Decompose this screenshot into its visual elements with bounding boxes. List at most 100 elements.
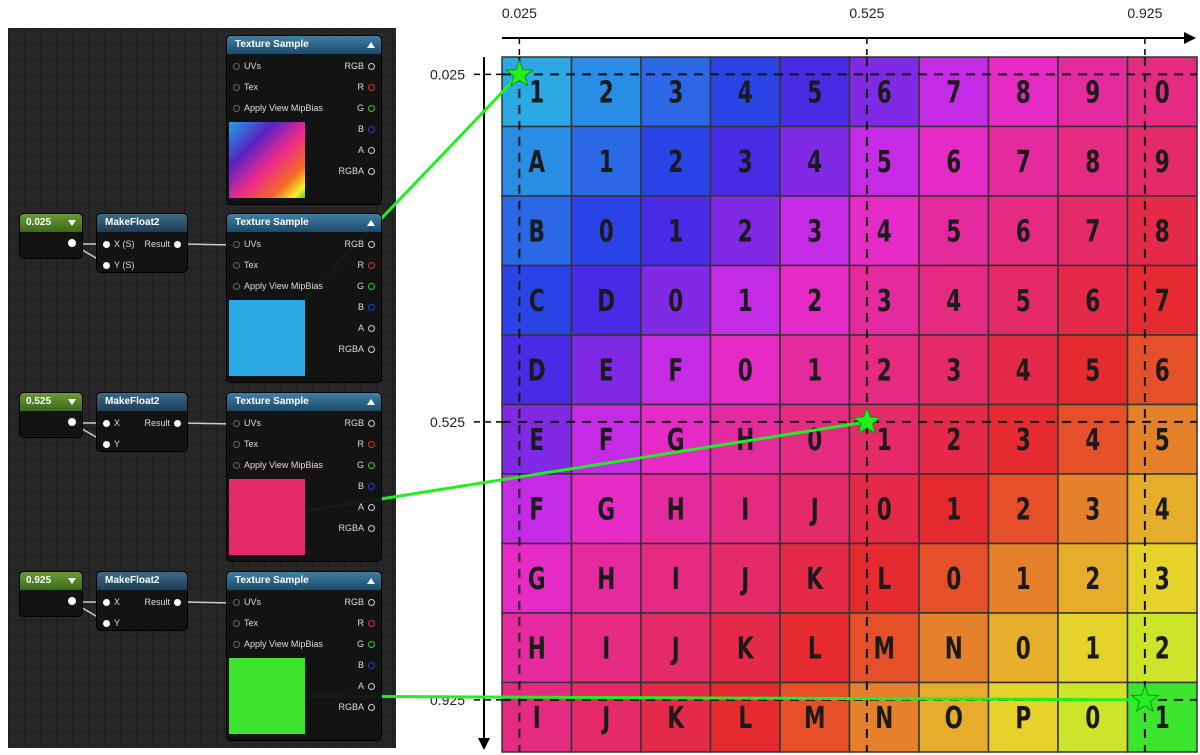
texture-sample-node[interactable]: Texture Sample UVs Tex Apply View MipBias RG…: [227, 36, 381, 204]
output-pin[interactable]: A: [358, 322, 379, 334]
input-pin[interactable]: UVs: [229, 60, 261, 72]
output-pin[interactable]: A: [358, 144, 379, 156]
output-pin[interactable]: G: [357, 638, 379, 650]
output-pin[interactable]: RGB: [344, 596, 379, 608]
pin-dot[interactable]: [174, 241, 181, 249]
output-pin[interactable]: RGBA: [338, 522, 379, 534]
pin-dot[interactable]: [368, 662, 375, 670]
collapse-arrow[interactable]: [367, 578, 375, 584]
collapse-arrow[interactable]: [367, 42, 375, 48]
pin-dot[interactable]: [233, 63, 240, 71]
input-pin[interactable]: X (S): [99, 238, 135, 250]
pin-dot[interactable]: [368, 525, 375, 533]
pin-dot[interactable]: [368, 105, 375, 113]
pin-dot[interactable]: [233, 283, 240, 291]
input-pin[interactable]: Tex: [229, 617, 258, 629]
input-pin[interactable]: Apply View MipBias: [229, 459, 323, 471]
pin-dot[interactable]: [174, 599, 181, 607]
output-pin[interactable]: G: [357, 102, 379, 114]
pin-dot[interactable]: [368, 262, 375, 270]
dropdown-arrow[interactable]: [68, 399, 76, 405]
output-pin[interactable]: R: [358, 438, 380, 450]
input-pin[interactable]: UVs: [229, 238, 261, 250]
pin-dot[interactable]: [368, 241, 375, 249]
input-pin[interactable]: Y: [99, 617, 120, 629]
input-pin[interactable]: Apply View MipBias: [229, 280, 323, 292]
output-pin[interactable]: A: [358, 680, 379, 692]
input-pin[interactable]: Y (S): [99, 259, 134, 271]
output-pin[interactable]: Result: [144, 238, 185, 250]
output-pin[interactable]: RGB: [344, 238, 379, 250]
constant-node[interactable]: 0.525: [20, 393, 82, 437]
output-pin[interactable]: Result: [144, 596, 185, 608]
pin-dot[interactable]: [368, 126, 375, 134]
pin-dot[interactable]: [233, 599, 240, 607]
texture-sample-node[interactable]: Texture Sample UVs Tex Apply View MipBias RG…: [227, 393, 381, 561]
pin-dot[interactable]: [368, 504, 375, 512]
output-pin[interactable]: [68, 239, 76, 247]
output-pin[interactable]: R: [358, 81, 380, 93]
pin-dot[interactable]: [368, 84, 375, 92]
make-float2-node[interactable]: MakeFloat2 X Y Result: [97, 393, 187, 451]
pin-dot[interactable]: [103, 262, 110, 270]
pin-dot[interactable]: [233, 620, 240, 628]
pin-dot[interactable]: [368, 346, 375, 354]
pin-dot[interactable]: [368, 704, 375, 712]
output-pin[interactable]: [68, 418, 76, 426]
output-pin[interactable]: A: [358, 501, 379, 513]
pin-dot[interactable]: [233, 420, 240, 428]
pin-dot[interactable]: [368, 483, 375, 491]
collapse-arrow[interactable]: [367, 399, 375, 405]
pin-dot[interactable]: [368, 462, 375, 470]
pin-dot[interactable]: [368, 283, 375, 291]
output-pin[interactable]: RGBA: [338, 701, 379, 713]
pin-dot[interactable]: [368, 620, 375, 628]
pin-dot[interactable]: [368, 325, 375, 333]
output-pin[interactable]: RGBA: [338, 343, 379, 355]
input-pin[interactable]: X: [99, 596, 120, 608]
output-pin[interactable]: R: [358, 617, 380, 629]
pin-dot[interactable]: [103, 620, 110, 628]
output-pin[interactable]: Result: [144, 417, 185, 429]
output-pin[interactable]: G: [357, 459, 379, 471]
input-pin[interactable]: UVs: [229, 417, 261, 429]
output-pin[interactable]: B: [358, 659, 379, 671]
pin-dot[interactable]: [368, 147, 375, 155]
constant-node[interactable]: 0.925: [20, 572, 82, 616]
pin-dot[interactable]: [368, 304, 375, 312]
input-pin[interactable]: X: [99, 417, 120, 429]
dropdown-arrow[interactable]: [68, 220, 76, 226]
make-float2-node[interactable]: MakeFloat2 X Y Result: [97, 572, 187, 630]
output-pin[interactable]: G: [357, 280, 379, 292]
input-pin[interactable]: Tex: [229, 81, 258, 93]
pin-dot[interactable]: [233, 441, 240, 449]
pin-dot[interactable]: [233, 84, 240, 92]
pin-dot[interactable]: [368, 168, 375, 176]
output-pin[interactable]: B: [358, 123, 379, 135]
pin-dot[interactable]: [174, 420, 181, 428]
pin-dot[interactable]: [233, 241, 240, 249]
pin-dot[interactable]: [103, 241, 110, 249]
pin-dot[interactable]: [103, 599, 110, 607]
output-pin[interactable]: B: [358, 301, 379, 313]
output-pin[interactable]: RGBA: [338, 165, 379, 177]
input-pin[interactable]: UVs: [229, 596, 261, 608]
pin-dot[interactable]: [233, 262, 240, 270]
pin-dot[interactable]: [103, 441, 110, 449]
dropdown-arrow[interactable]: [68, 578, 76, 584]
pin-dot[interactable]: [233, 105, 240, 113]
collapse-arrow[interactable]: [367, 220, 375, 226]
input-pin[interactable]: Tex: [229, 438, 258, 450]
output-pin[interactable]: B: [358, 480, 379, 492]
constant-node[interactable]: 0.025: [20, 214, 82, 258]
output-pin[interactable]: R: [358, 259, 380, 271]
pin-dot[interactable]: [368, 683, 375, 691]
make-float2-node[interactable]: MakeFloat2 X (S) Y (S) Result: [97, 214, 187, 272]
texture-sample-node[interactable]: Texture Sample UVs Tex Apply View MipBias RG…: [227, 214, 381, 382]
pin-dot[interactable]: [233, 641, 240, 649]
input-pin[interactable]: Tex: [229, 259, 258, 271]
texture-sample-node[interactable]: Texture Sample UVs Tex Apply View MipBias RG…: [227, 572, 381, 740]
output-pin[interactable]: [68, 597, 76, 605]
input-pin[interactable]: Apply View MipBias: [229, 638, 323, 650]
output-pin[interactable]: RGB: [344, 417, 379, 429]
